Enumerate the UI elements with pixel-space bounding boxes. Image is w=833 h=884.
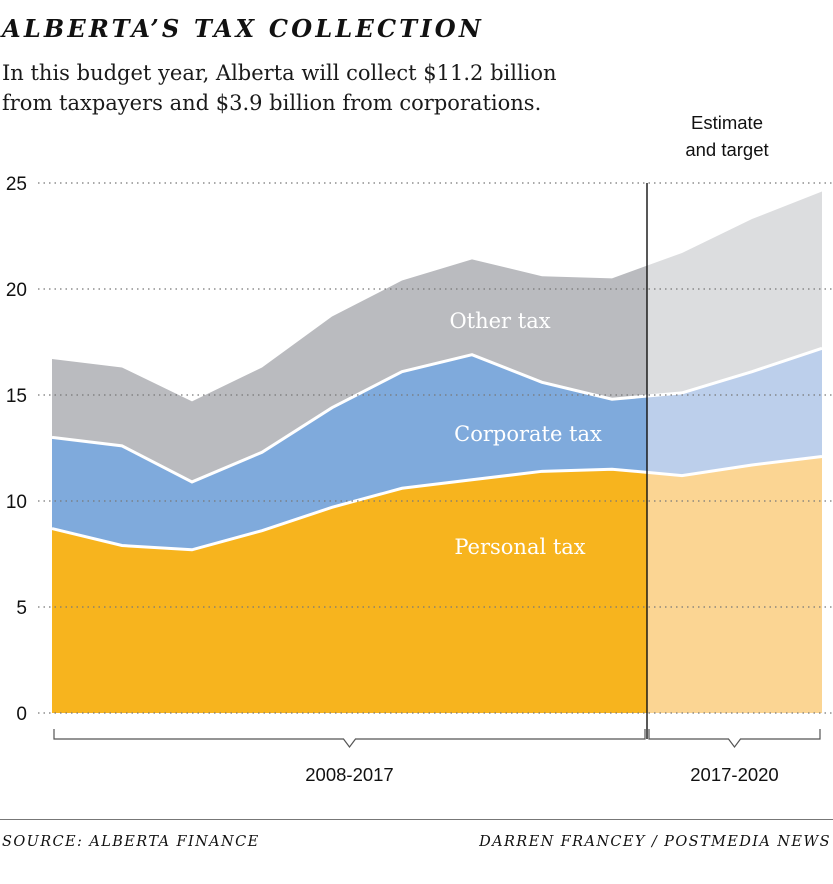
y-tick-label-5: 5 — [16, 598, 27, 619]
y-tick-label-15: 15 — [6, 386, 27, 407]
y-tick-labels-group: 0 5 10 15 20 25 — [6, 174, 27, 725]
chart-title: ALBERTA’S TAX COLLECTION — [2, 14, 484, 43]
personal-tax-area — [52, 469, 647, 713]
estimate-label-line1: Estimate — [691, 112, 763, 133]
chart-subtitle: In this budget year, Alberta will collec… — [2, 61, 557, 115]
other-tax-label: Other tax — [449, 309, 550, 333]
personal-tax-boundary-line — [51, 454, 823, 552]
y-tick-label-20: 20 — [6, 280, 27, 301]
period-bracket-0 — [53, 729, 646, 748]
period-label-historic: 2008-2017 — [305, 764, 393, 785]
personal-tax-label: Personal tax — [454, 535, 585, 559]
corporate-tax-label: Corporate tax — [454, 422, 602, 446]
footer-divider — [0, 819, 833, 820]
other-tax-estimate-area — [647, 191, 822, 397]
other-tax-area — [52, 259, 647, 482]
y-tick-label-0: 0 — [16, 704, 27, 725]
period-brackets-group — [53, 729, 821, 748]
personal-tax-estimate-area — [647, 456, 822, 713]
corporate-tax-estimate-area — [647, 348, 822, 476]
gridlines-group — [38, 182, 833, 714]
corporate-tax-boundary-line — [51, 346, 823, 484]
source-credit: SOURCE: ALBERTA FINANCE — [2, 834, 260, 850]
author-credit: DARREN FRANCEY / POSTMEDIA NEWS — [479, 834, 831, 850]
y-tick-label-10: 10 — [6, 492, 27, 513]
estimate-label-line2: and target — [685, 139, 769, 160]
boundary-lines-group — [51, 346, 823, 552]
period-label-estimate: 2017-2020 — [690, 764, 778, 785]
period-bracket-1 — [648, 729, 821, 748]
areas-group — [52, 191, 822, 713]
corporate-tax-area — [52, 354, 647, 550]
y-tick-label-25: 25 — [6, 174, 27, 195]
estimate-label: Estimate and target — [652, 109, 802, 163]
